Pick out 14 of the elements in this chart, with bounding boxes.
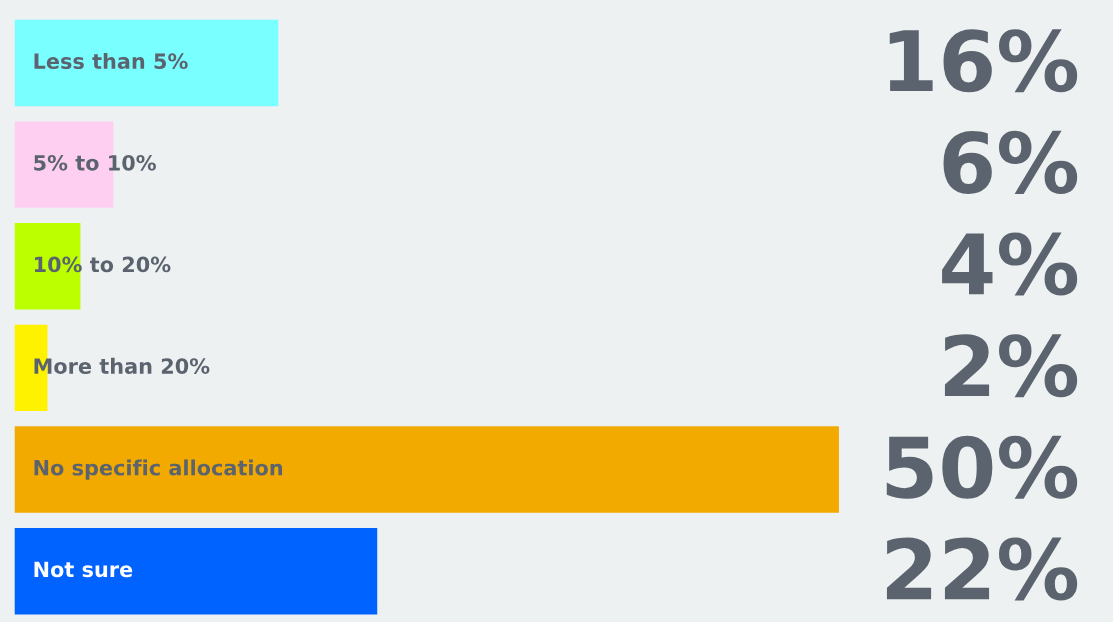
y-tick-label: Less than 5% [34, 52, 188, 70]
data-label: 6% [943, 130, 1078, 194]
data-label: 2% [944, 334, 1078, 398]
bar [14, 223, 81, 310]
data-label: 50% [886, 435, 1078, 499]
data-label: 16% [889, 29, 1078, 93]
bar [14, 426, 839, 513]
y-tick-label: Not sure [34, 561, 133, 578]
y-tick-label: No specific allocation [34, 459, 283, 480]
data-label: 4% [942, 232, 1078, 296]
bar [14, 19, 279, 107]
y-tick-label: 5% to 10% [34, 154, 156, 171]
bar [14, 527, 378, 615]
data-label: 22% [886, 537, 1078, 601]
